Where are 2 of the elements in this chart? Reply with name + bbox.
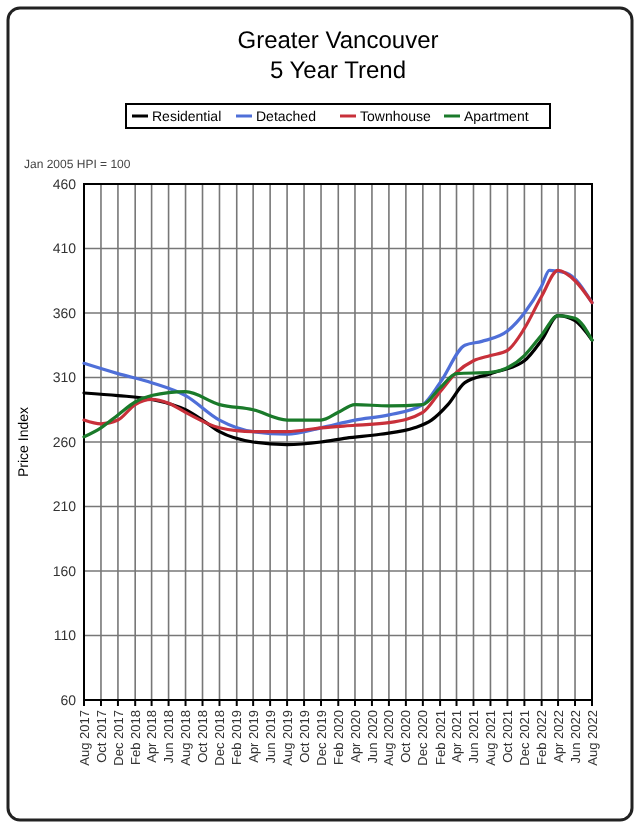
chart-title: Greater Vancouver: [237, 26, 439, 54]
chart-subtitle: 5 Year Trend: [269, 56, 407, 84]
